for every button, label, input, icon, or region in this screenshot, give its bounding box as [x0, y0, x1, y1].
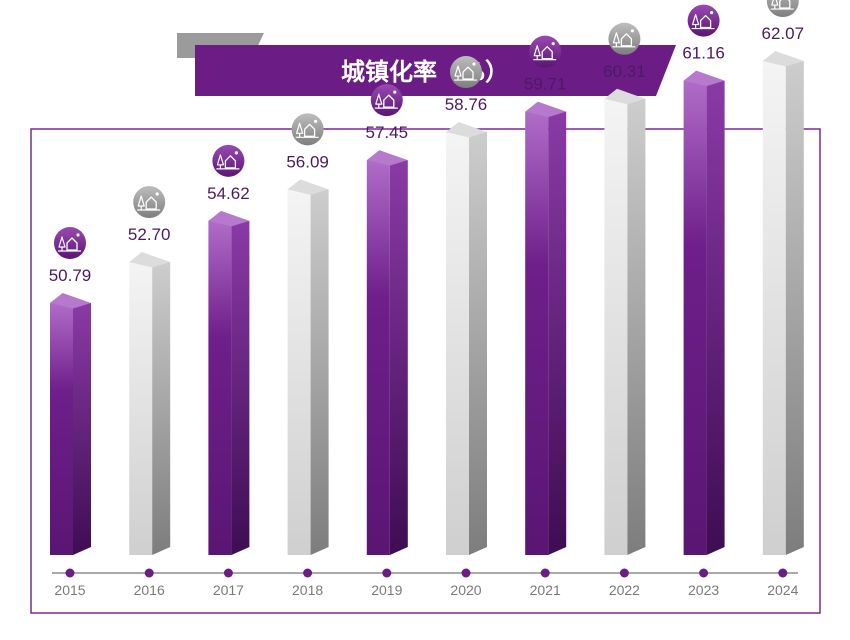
bars-layer [50, 51, 804, 556]
bar-2023 [683, 70, 725, 555]
axis-marker [223, 568, 233, 578]
bar-front-face [525, 111, 549, 555]
bar-side-face [73, 303, 91, 555]
town-icon [529, 35, 562, 68]
chart-frame [30, 128, 821, 614]
axis-marker [619, 568, 629, 578]
value-label: 50.79 [49, 266, 92, 285]
value-label: 57.45 [366, 123, 409, 142]
value-label: 61.16 [682, 44, 725, 63]
town-icon [54, 227, 86, 259]
bar-side-face [231, 220, 250, 555]
value-label: 62.07 [762, 24, 805, 43]
axis-marker [699, 568, 709, 578]
axis-marker [303, 568, 313, 578]
town-icon [370, 84, 403, 117]
axis-marker [144, 568, 154, 578]
town-icon [212, 144, 245, 177]
bar-top-cap [446, 122, 487, 138]
bar-top-cap [50, 293, 91, 309]
bar-2016 [129, 252, 171, 555]
bar-2021 [525, 101, 567, 555]
bar-2017 [208, 210, 250, 555]
value-label: 58.76 [445, 95, 488, 114]
bar-front-face [446, 132, 469, 555]
bar-top-cap [525, 101, 567, 118]
bar-2022 [604, 88, 646, 556]
labels-layer: 50.79 2015 52.70 2016 54.62 2017 56.09 2018 57.4… [49, 0, 804, 598]
bar-2024 [762, 51, 804, 555]
bar-side-face [548, 111, 567, 555]
bar-front-face [366, 160, 390, 555]
value-label: 56.09 [286, 152, 329, 171]
axis-marker [382, 568, 392, 578]
bar-side-face [469, 132, 487, 555]
bar-top-cap [366, 150, 408, 166]
bar-front-face [50, 303, 73, 555]
bar-side-face [706, 80, 725, 555]
bar-2018 [287, 179, 329, 555]
bar-2019 [366, 150, 408, 555]
bar-top-cap [762, 51, 804, 67]
value-label: 59.71 [524, 75, 567, 94]
town-icon [291, 113, 324, 146]
bar-side-face [389, 160, 408, 555]
bar-top-cap [208, 210, 250, 227]
bar-front-face [287, 189, 311, 555]
year-label: 2018 [292, 582, 323, 598]
year-label: 2024 [767, 582, 798, 598]
bar-top-cap [287, 179, 329, 195]
bar-front-face [604, 98, 628, 556]
bar-top-cap [604, 88, 646, 105]
bar-2020 [446, 122, 487, 555]
bar-top-cap [129, 252, 171, 268]
bar-side-face [152, 262, 171, 555]
bar-side-face [310, 189, 329, 555]
town-icon [766, 0, 799, 18]
year-label: 2017 [213, 582, 244, 598]
year-label: 2020 [450, 582, 481, 598]
bar-front-face [683, 80, 707, 555]
town-icon [608, 22, 641, 55]
axis-marker [65, 568, 75, 578]
bar-top-cap [683, 70, 725, 87]
bar-front-face [208, 220, 232, 555]
chart-title: 城镇化率（%） [341, 58, 509, 86]
bar-front-face [762, 61, 786, 555]
year-label: 2016 [134, 582, 165, 598]
town-icon [687, 4, 720, 37]
year-label: 2015 [54, 582, 85, 598]
year-label: 2022 [609, 582, 640, 598]
town-icon [133, 186, 166, 219]
year-label: 2019 [371, 582, 402, 598]
bar-side-face [627, 98, 646, 556]
bar-2015 [50, 293, 91, 555]
value-label: 54.62 [207, 184, 250, 203]
title-banner: 城镇化率（%） [177, 33, 676, 96]
value-label: 52.70 [128, 225, 171, 244]
axis-marker [540, 568, 550, 578]
value-label: 60.31 [603, 62, 646, 81]
bar-side-face [785, 61, 804, 555]
year-label: 2023 [688, 582, 719, 598]
bar-front-face [129, 262, 153, 555]
town-icon [450, 56, 482, 89]
axis-marker [778, 568, 788, 578]
year-label: 2021 [530, 582, 561, 598]
axis-marker [461, 568, 471, 578]
